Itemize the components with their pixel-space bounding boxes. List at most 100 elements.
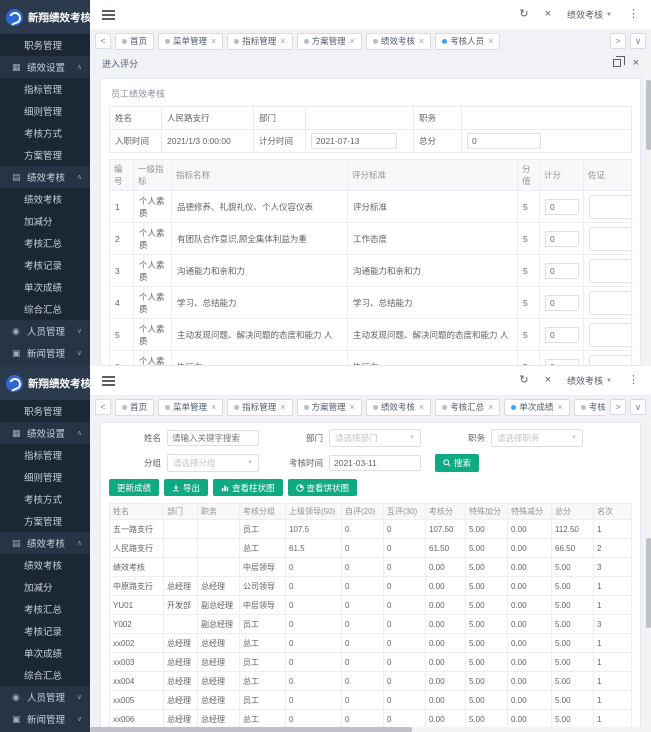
evidence-textarea[interactable]: [589, 258, 631, 283]
total-score-input[interactable]: [467, 133, 541, 149]
sidebar-item[interactable]: 考核汇总: [0, 598, 90, 620]
sidebar-item[interactable]: 考核记录: [0, 620, 90, 642]
tabs-scroll-right-icon[interactable]: >: [610, 33, 626, 49]
tab-close-icon[interactable]: ×: [488, 402, 494, 412]
tab-close-icon[interactable]: ×: [280, 36, 286, 46]
sidebar-item[interactable]: 细则管理: [0, 100, 90, 122]
dept-select[interactable]: 请选择部门 ▼: [329, 429, 421, 447]
sidebar-item[interactable]: ▣ 新闻管理 ∨: [0, 342, 90, 364]
group-select[interactable]: 请选择分组 ▼: [167, 454, 259, 472]
evidence-textarea[interactable]: [589, 194, 631, 219]
keyword-search-input[interactable]: [167, 430, 259, 446]
tabs-scroll-left-icon[interactable]: <: [95, 33, 111, 49]
refresh-icon[interactable]: ↻: [519, 374, 529, 386]
tab[interactable]: 指标管理 ×: [227, 32, 293, 50]
sidebar-item[interactable]: ▤ 绩效考核 ∧: [0, 532, 90, 554]
refresh-icon[interactable]: ↻: [519, 8, 529, 20]
score-input[interactable]: [545, 198, 579, 215]
tab[interactable]: 菜单管理 ×: [158, 32, 224, 50]
scrollbar-thumb[interactable]: [646, 538, 651, 628]
assess-time-input[interactable]: [329, 455, 421, 471]
sidebar-item[interactable]: 考核方式: [0, 122, 90, 144]
tab[interactable]: 考核记录 ×: [573, 398, 606, 416]
sidebar-item[interactable]: ▤ 绩效考核 ∧: [0, 166, 90, 188]
sidebar-item[interactable]: ▦ 绩效设置 ∧: [0, 56, 90, 78]
close-icon[interactable]: ×: [632, 56, 639, 69]
sidebar-item[interactable]: 指标管理: [0, 444, 90, 466]
sidebar-item[interactable]: 考核方式: [0, 488, 90, 510]
more-icon[interactable]: ⋮: [628, 8, 639, 20]
sidebar-item[interactable]: 职务管理: [0, 34, 90, 56]
export-button[interactable]: 导出: [164, 479, 209, 496]
update-scores-button[interactable]: 更新成绩: [109, 479, 160, 496]
horizontal-scrollbar[interactable]: [90, 727, 646, 732]
sidebar-item[interactable]: ▣ 新闻管理 ∨: [0, 708, 90, 730]
sidebar-item[interactable]: 考核记录: [0, 254, 90, 276]
sidebar-item[interactable]: ◉ 人员管理 ∨: [0, 320, 90, 342]
sidebar-item[interactable]: 加减分: [0, 576, 90, 598]
sidebar-item[interactable]: 指标管理: [0, 78, 90, 100]
tabs-menu-icon[interactable]: ∨: [630, 399, 646, 415]
view-bar-chart-button[interactable]: 查看柱状图: [213, 479, 283, 496]
tab-close-icon[interactable]: ×: [418, 402, 425, 412]
score-input[interactable]: [545, 262, 579, 279]
evidence-textarea[interactable]: [589, 226, 631, 251]
tab-close-icon[interactable]: ×: [349, 402, 355, 412]
tab[interactable]: 单次成绩 ×: [504, 398, 570, 416]
more-icon[interactable]: ⋮: [628, 374, 639, 386]
hamburger-icon[interactable]: [102, 9, 115, 20]
tab[interactable]: 考核人员 ×: [435, 32, 501, 50]
sidebar-item[interactable]: 加减分: [0, 210, 90, 232]
tab[interactable]: 指标管理 ×: [227, 398, 293, 416]
sidebar-item[interactable]: 单次成绩: [0, 276, 90, 298]
sidebar-item[interactable]: 方案管理: [0, 144, 90, 166]
score-input[interactable]: [545, 230, 579, 247]
scrollbar-thumb[interactable]: [646, 80, 651, 150]
tab-close-icon[interactable]: ×: [349, 36, 355, 46]
tab-close-icon[interactable]: ×: [488, 36, 494, 46]
user-dropdown[interactable]: 绩效考核 ▼: [567, 8, 612, 21]
sidebar-item[interactable]: 绩效考核: [0, 554, 90, 576]
maximize-icon[interactable]: [612, 56, 625, 67]
tab[interactable]: 首页 ×: [115, 398, 155, 416]
tab[interactable]: 首页 ×: [115, 32, 155, 50]
tab-close-icon[interactable]: ×: [418, 36, 425, 46]
sidebar-item[interactable]: 单次成绩: [0, 642, 90, 664]
sidebar-item[interactable]: 职务管理: [0, 400, 90, 422]
evidence-textarea[interactable]: [589, 322, 631, 347]
tab[interactable]: 方案管理 ×: [296, 398, 362, 416]
tab-close-icon[interactable]: ×: [211, 36, 217, 46]
tab[interactable]: 菜单管理 ×: [158, 398, 224, 416]
tabs-scroll-left-icon[interactable]: <: [95, 399, 111, 415]
search-button[interactable]: 搜索: [435, 454, 480, 472]
sidebar-item[interactable]: ▦ 绩效设置 ∧: [0, 422, 90, 444]
tab[interactable]: 绩效考核 ×: [365, 398, 432, 416]
sidebar-item[interactable]: 综合汇总: [0, 298, 90, 320]
vertical-scrollbar[interactable]: [646, 418, 651, 732]
score-time-input[interactable]: [311, 133, 397, 149]
sidebar-item[interactable]: 方案管理: [0, 510, 90, 532]
fullscreen-icon[interactable]: ×: [544, 374, 552, 386]
user-dropdown[interactable]: 绩效考核 ▼: [567, 374, 612, 387]
tab[interactable]: 绩效考核 ×: [365, 32, 432, 50]
hamburger-icon[interactable]: [102, 375, 115, 386]
evidence-textarea[interactable]: [589, 290, 631, 315]
tab-close-icon[interactable]: ×: [280, 402, 286, 412]
fullscreen-icon[interactable]: ×: [544, 8, 552, 20]
sidebar-item[interactable]: ◉ 人员管理 ∨: [0, 686, 90, 708]
scrollbar-thumb[interactable]: [90, 727, 413, 732]
sidebar-item[interactable]: 绩效考核: [0, 188, 90, 210]
view-pie-chart-button[interactable]: 查看饼状图: [287, 479, 358, 496]
evidence-textarea[interactable]: [589, 354, 631, 365]
score-input[interactable]: [545, 294, 579, 311]
job-select[interactable]: 请选择职务 ▼: [491, 429, 583, 447]
score-input[interactable]: [545, 326, 579, 343]
sidebar-item[interactable]: 综合汇总: [0, 664, 90, 686]
sidebar-item[interactable]: 细则管理: [0, 466, 90, 488]
tabs-menu-icon[interactable]: ∨: [630, 33, 646, 49]
vertical-scrollbar[interactable]: [646, 52, 651, 366]
score-input[interactable]: [545, 358, 579, 365]
tab-close-icon[interactable]: ×: [211, 402, 217, 412]
tabs-scroll-right-icon[interactable]: >: [610, 399, 626, 415]
tab[interactable]: 考核汇总 ×: [435, 398, 501, 416]
